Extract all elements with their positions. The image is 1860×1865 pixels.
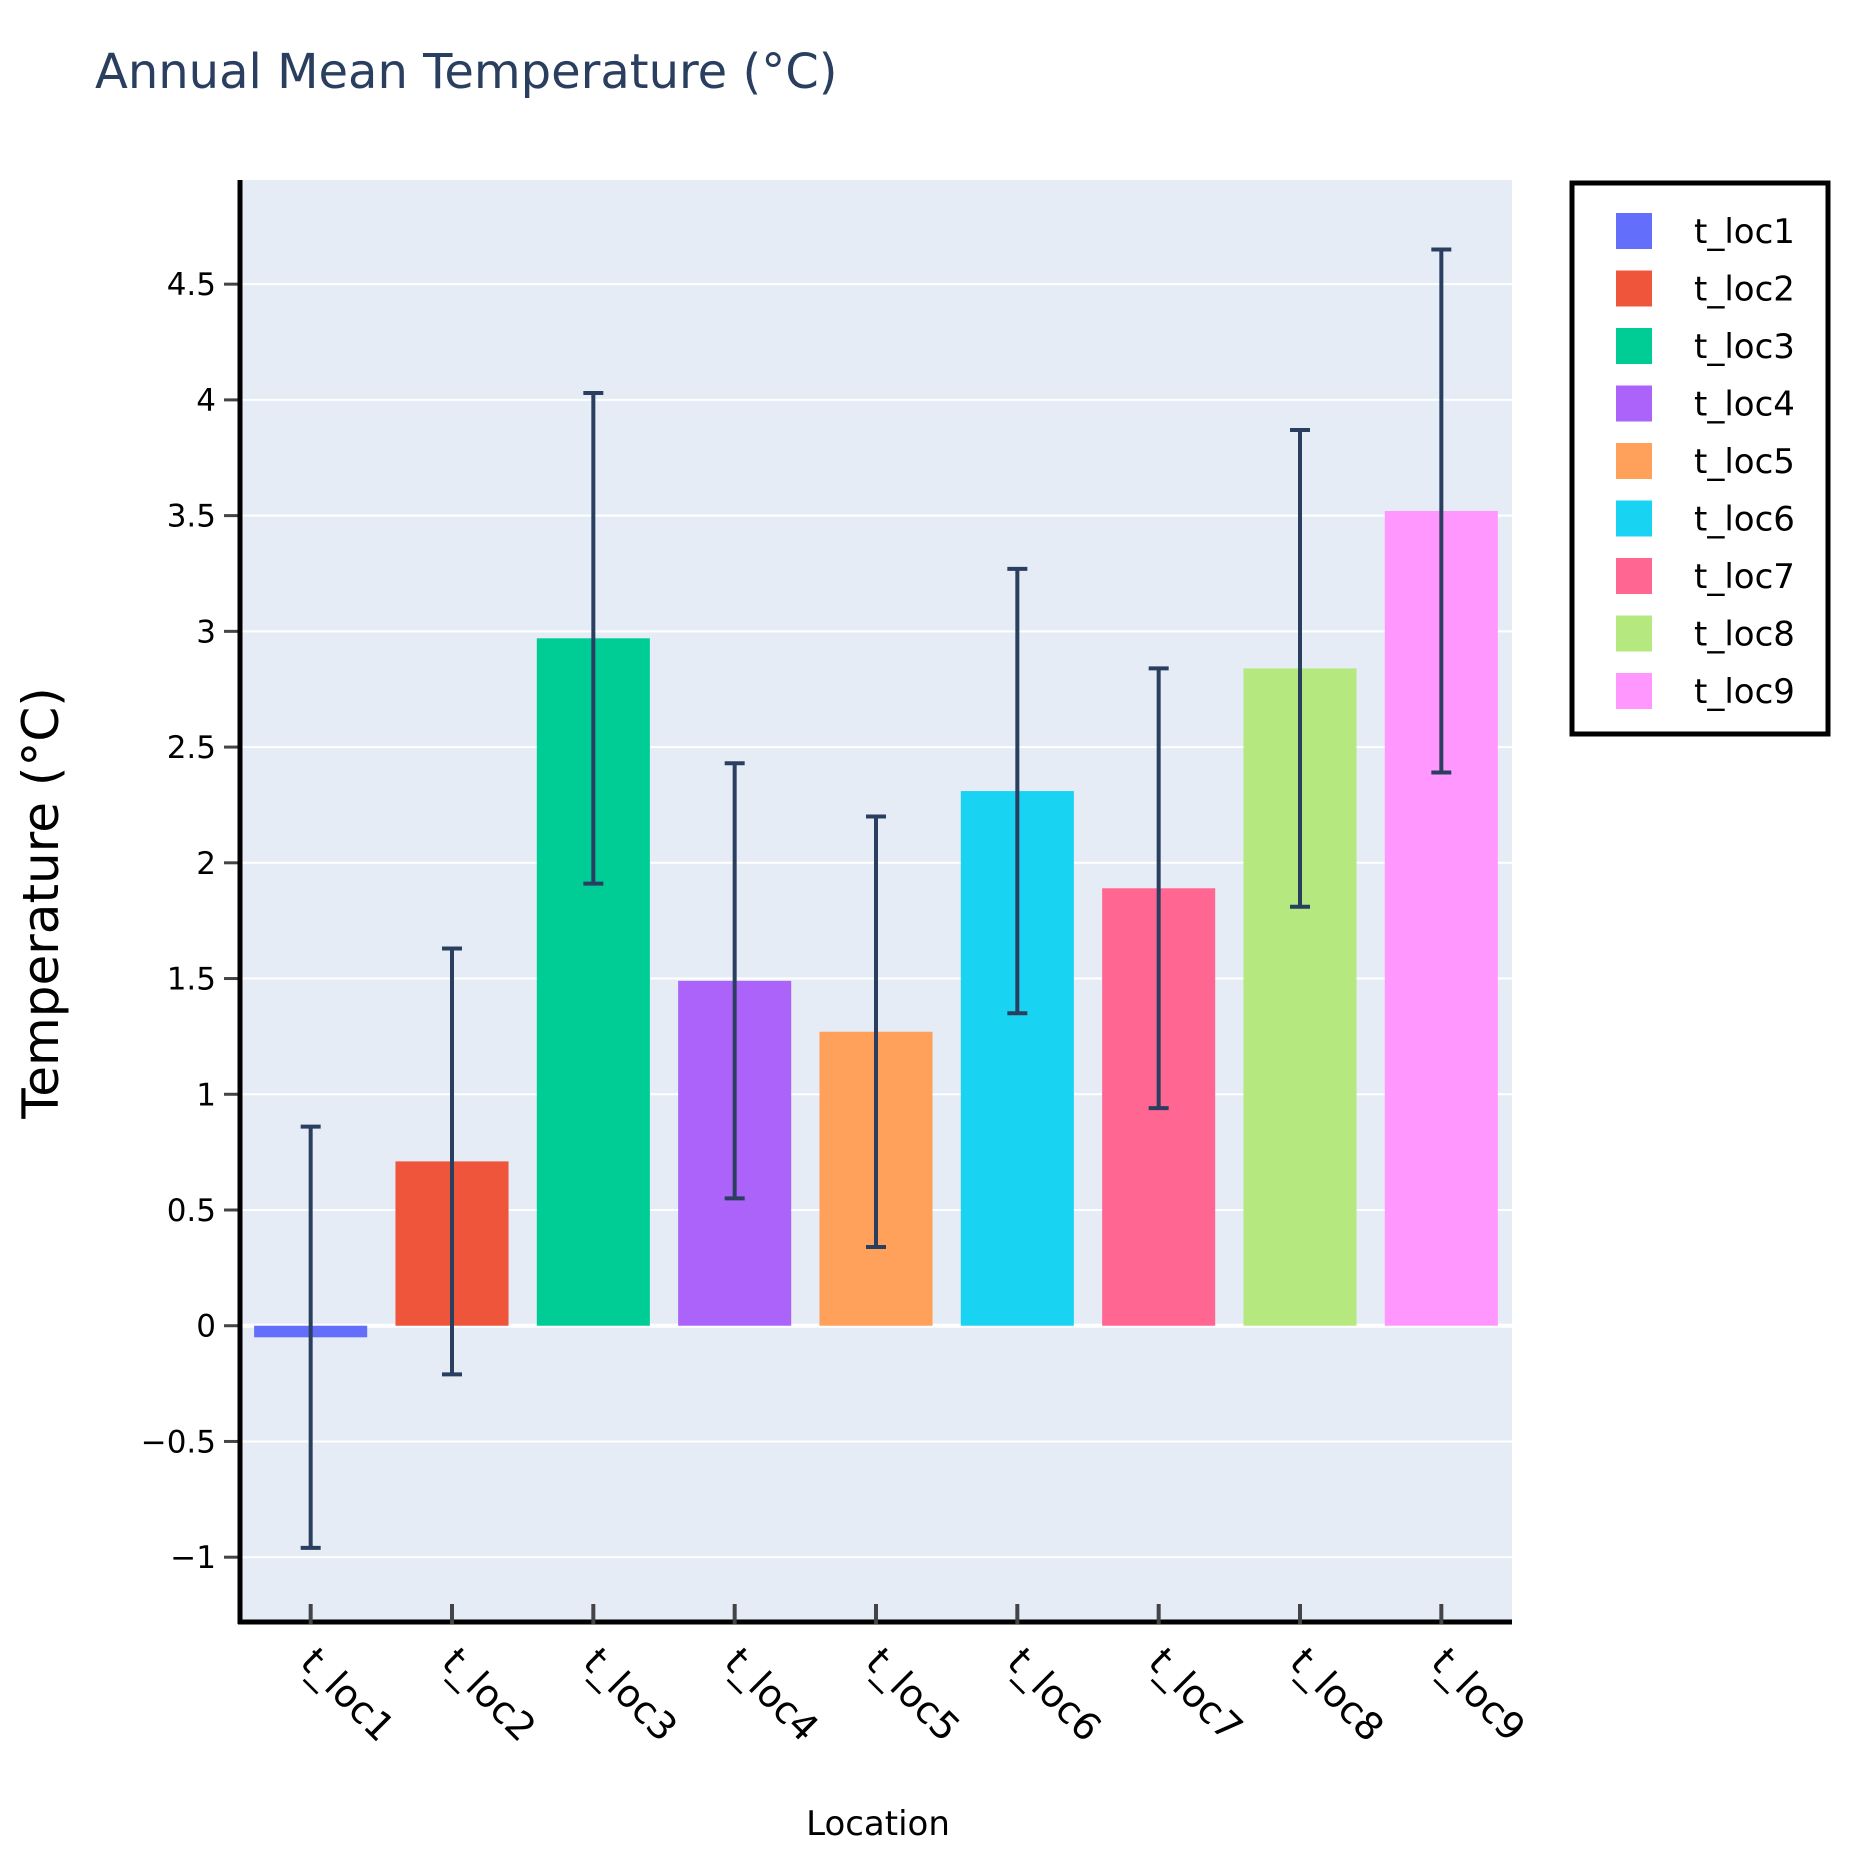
legend-swatch [1616, 558, 1652, 594]
x-tick-label: t_loc2 [434, 1639, 545, 1750]
legend-item-t_loc5[interactable]: t_loc5 [1616, 442, 1795, 482]
y-tick-label: 4 [196, 383, 216, 419]
legend-swatch [1616, 385, 1652, 422]
legend-item-t_loc2[interactable]: t_loc2 [1616, 270, 1795, 310]
x-tick-label: t_loc7 [1140, 1639, 1251, 1750]
x-tick-label: t_loc6 [999, 1639, 1110, 1750]
error-bar-t_loc9 [1431, 247, 1452, 775]
y-axis-title: Temperature (°C) [12, 687, 70, 1120]
y-tick-label: 0 [196, 1309, 216, 1345]
legend-swatch [1616, 443, 1652, 479]
legend-item-t_loc9[interactable]: t_loc9 [1616, 672, 1795, 712]
legend-swatch [1616, 328, 1652, 364]
legend-label: t_loc1 [1694, 212, 1795, 252]
legend-label: t_loc8 [1694, 615, 1795, 655]
error-bar-t_loc2 [442, 946, 462, 1377]
y-tick-label: 1.5 [167, 962, 216, 998]
legend-label: t_loc3 [1694, 327, 1795, 367]
legend-swatch [1616, 673, 1652, 709]
legend-label: t_loc2 [1694, 270, 1795, 310]
x-tick-label: t_loc9 [1423, 1639, 1534, 1750]
x-tick-label: t_loc3 [575, 1639, 686, 1750]
y-tick-labels: −1 −0.5 0 0.5 1 1.5 2 2.5 3 3.5 4 4.5 [141, 267, 216, 1576]
error-bar-t_loc5 [866, 814, 886, 1250]
y-tick-label: 2 [196, 846, 216, 882]
legend-swatch [1616, 213, 1652, 249]
error-bar-t_loc1 [300, 1124, 321, 1550]
legend-label: t_loc9 [1694, 672, 1795, 712]
y-tick-label: −0.5 [141, 1424, 216, 1460]
error-bar-t_loc7 [1148, 666, 1169, 1111]
legend-item-t_loc8[interactable]: t_loc8 [1616, 615, 1795, 655]
y-tick-label: 2.5 [167, 730, 216, 766]
y-tick-label: 3.5 [167, 499, 216, 535]
y-tick-label: −1 [170, 1540, 216, 1576]
legend[interactable]: t_loc1 t_loc2 t_loc3 t_loc4 t_loc5 t_loc6 t_lo… [1569, 180, 1831, 737]
legend-swatch [1616, 500, 1652, 537]
x-tick-label: t_loc4 [716, 1639, 827, 1750]
x-axis-title: Location [806, 1804, 950, 1844]
y-tick-label: 3 [196, 614, 216, 650]
legend-swatch [1616, 270, 1652, 307]
legend-item-t_loc7[interactable]: t_loc7 [1616, 557, 1795, 597]
legend-label: t_loc6 [1694, 500, 1795, 540]
legend-item-t_loc3[interactable]: t_loc3 [1616, 327, 1795, 367]
y-tick-label: 0.5 [167, 1193, 216, 1229]
error-bar-t_loc8 [1290, 427, 1310, 909]
x-tick-label: t_loc1 [292, 1639, 403, 1750]
legend-item-t_loc4[interactable]: t_loc4 [1616, 385, 1795, 425]
error-bars [300, 247, 1452, 1550]
error-bar-t_loc3 [583, 390, 604, 886]
legend-label: t_loc5 [1694, 442, 1795, 482]
x-tick-labels: t_loc1 t_loc2 t_loc3 t_loc4 t_loc5 t_loc6 t_lo… [292, 1604, 1534, 1750]
error-bar-t_loc6 [1007, 566, 1028, 1016]
legend-item-t_loc6[interactable]: t_loc6 [1616, 500, 1795, 540]
chart-title: Annual Mean Temperature (°C) [95, 44, 837, 100]
y-tick-label: 1 [196, 1077, 216, 1113]
legend-label: t_loc7 [1694, 557, 1795, 597]
x-tick-label: t_loc5 [858, 1639, 969, 1750]
x-tick-label: t_loc8 [1282, 1639, 1393, 1750]
legend-item-t_loc1[interactable]: t_loc1 [1616, 212, 1795, 252]
legend-box [1569, 180, 1831, 737]
error-bar-t_loc4 [724, 761, 745, 1201]
y-tick-label: 4.5 [167, 267, 216, 303]
legend-swatch [1616, 615, 1652, 652]
legend-label: t_loc4 [1694, 385, 1795, 425]
